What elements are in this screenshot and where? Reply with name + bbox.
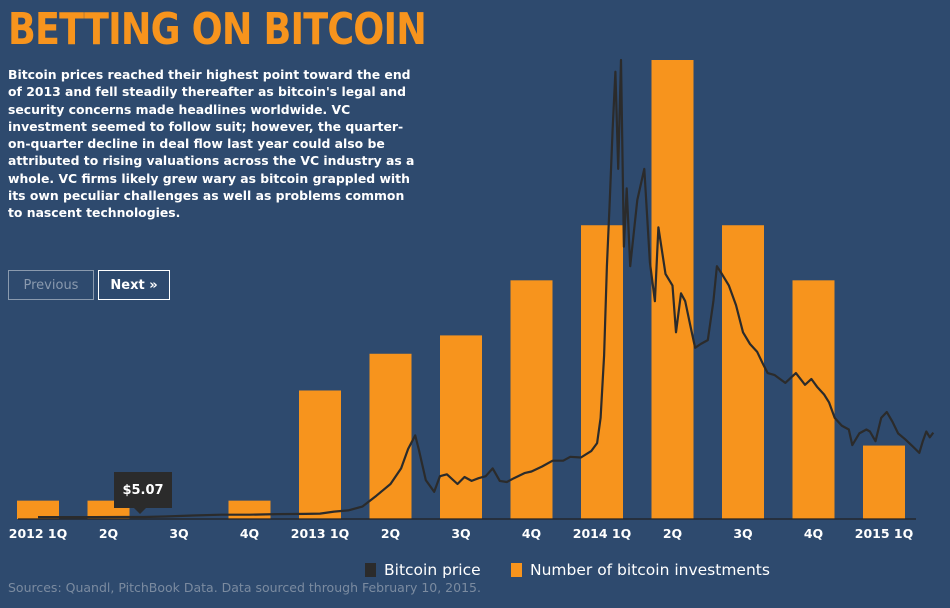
- x-tick-label: 2Q: [381, 526, 400, 541]
- bar-8[interactable]: [581, 225, 623, 520]
- bar-6[interactable]: [440, 335, 482, 519]
- x-tick-labels: 2012 1Q 2Q 3Q 4Q 2013 1Q 2Q 3Q 4Q 2014 1Q 2Q 3Q 4Q 2…: [9, 526, 913, 541]
- x-tick-label: 2015 1Q: [855, 526, 913, 541]
- legend-label-price: Bitcoin price: [384, 561, 481, 579]
- legend-label-investments: Number of bitcoin investments: [530, 561, 770, 579]
- bar-3[interactable]: [228, 500, 271, 519]
- bar-7[interactable]: [510, 280, 553, 519]
- x-tick-label: 3Q: [451, 526, 470, 541]
- bar-4[interactable]: [299, 390, 341, 519]
- legend-item-bitcoin-price: Bitcoin price: [365, 561, 481, 579]
- x-tick-label: 2Q: [663, 526, 682, 541]
- x-tick-label: 2014 1Q: [573, 526, 631, 541]
- x-tick-label: 2Q: [99, 526, 118, 541]
- price-tooltip: $5.07: [114, 472, 172, 514]
- x-tick-label: 2012 1Q: [9, 526, 67, 541]
- description-text: Bitcoin prices reached their highest poi…: [8, 67, 415, 221]
- next-button[interactable]: Next »: [98, 270, 170, 300]
- bitcoin-price-line: [38, 58, 935, 519]
- bar-5[interactable]: [369, 353, 412, 519]
- bar-12[interactable]: [863, 445, 905, 519]
- source-note: Sources: Quandl, PitchBook Data. Data so…: [8, 580, 481, 595]
- legend-swatch-price: [365, 563, 376, 577]
- previous-button[interactable]: Previous: [8, 270, 94, 300]
- tooltip-value: $5.07: [122, 482, 164, 498]
- bar-10[interactable]: [722, 225, 764, 520]
- legend-swatch-investments: [511, 563, 522, 577]
- bar-0[interactable]: [17, 500, 59, 519]
- x-tick-label: 2013 1Q: [291, 526, 349, 541]
- x-tick-label: 4Q: [240, 526, 259, 541]
- x-tick-label: 3Q: [733, 526, 752, 541]
- x-tick-label: 3Q: [169, 526, 188, 541]
- x-tick-label: 4Q: [522, 526, 541, 541]
- bars-layer: [17, 60, 905, 520]
- x-tick-label: 4Q: [804, 526, 823, 541]
- legend-item-investments: Number of bitcoin investments: [511, 561, 770, 579]
- page-title: BETTING ON BITCOIN: [8, 4, 427, 55]
